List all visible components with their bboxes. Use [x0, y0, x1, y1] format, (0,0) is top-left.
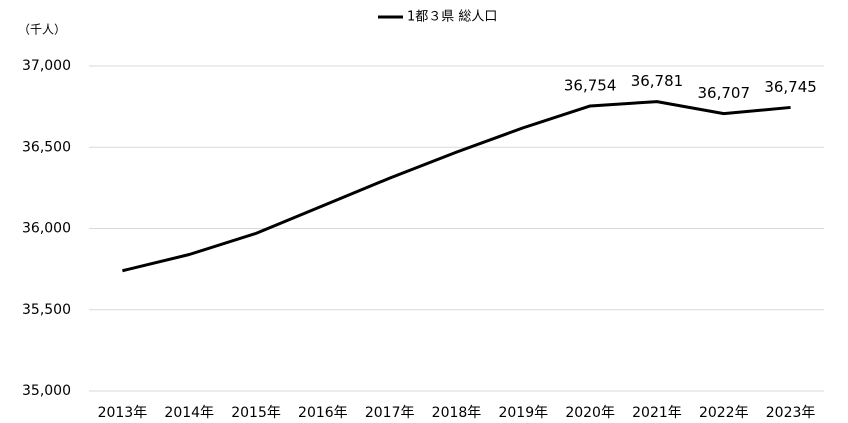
y-tick-label: 36,000	[22, 221, 71, 237]
y-tick-label: 36,500	[22, 139, 71, 155]
x-tick-label: 2018年	[432, 405, 482, 421]
x-tick-label: 2014年	[164, 405, 214, 421]
x-tick-label: 2023年	[766, 405, 816, 421]
data-label: 36,707	[698, 84, 751, 102]
x-tick-label: 2017年	[365, 405, 415, 421]
y-axis-label: （千人）	[18, 23, 66, 37]
x-tick-label: 2013年	[98, 405, 148, 421]
data-label: 36,745	[764, 78, 817, 96]
y-tick-label: 35,000	[22, 383, 71, 399]
x-tick-label: 2021年	[632, 405, 682, 421]
legend-label: 1都３県 総人口	[407, 10, 497, 25]
y-tick-label: 35,500	[22, 302, 71, 318]
x-tick-label: 2016年	[298, 405, 348, 421]
data-label: 36,781	[631, 72, 684, 90]
x-tick-label: 2022年	[699, 405, 749, 421]
x-tick-label: 2020年	[565, 405, 615, 421]
x-tick-label: 2019年	[498, 405, 548, 421]
data-label: 36,754	[564, 76, 617, 94]
y-tick-label: 37,000	[22, 58, 71, 74]
x-tick-label: 2015年	[231, 405, 281, 421]
series-line	[122, 100, 791, 273]
